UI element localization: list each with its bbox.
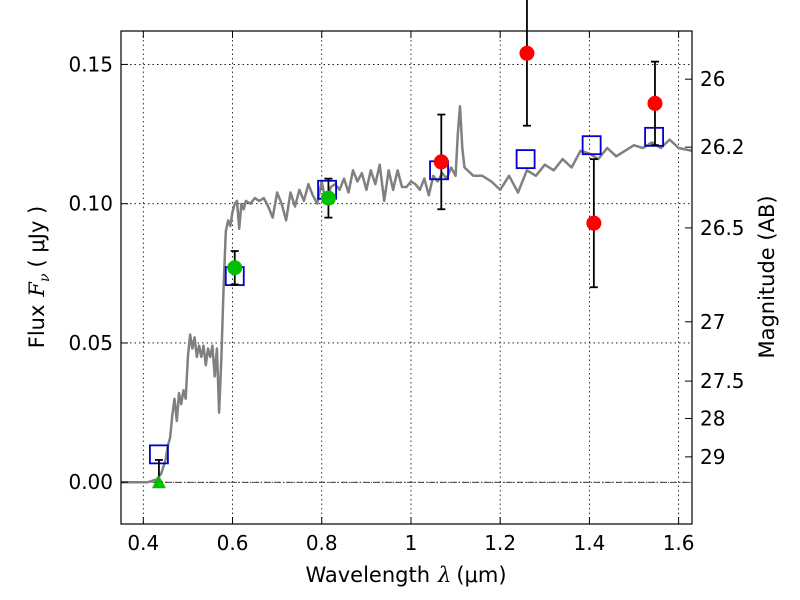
y2-tick-label: 26.5	[700, 216, 745, 240]
tick-labels: 0.4 0.6 0.8 1 1.2 1.4 1.6 0.00 0.05 0.10 0.15 26 26.…	[68, 52, 744, 555]
plot-background	[121, 31, 692, 524]
observed-points	[151, 45, 663, 489]
y2-tick-label: 29	[700, 445, 725, 469]
grid	[121, 31, 692, 524]
optical-point	[227, 260, 243, 276]
optical-point	[320, 190, 336, 206]
x-tick-label: 0.8	[306, 531, 338, 555]
axis-ticks	[121, 31, 692, 524]
detection-point	[647, 95, 663, 111]
y-tick-label: 0.05	[68, 331, 113, 355]
model-square	[581, 135, 602, 156]
x-tick-label: 1	[405, 531, 418, 555]
model-square	[515, 149, 536, 170]
y2-tick-label: 27	[700, 310, 725, 334]
x-tick-label: 0.6	[217, 531, 249, 555]
detection-point	[586, 215, 602, 231]
y2-tick-label: 26	[700, 67, 725, 91]
x-axis-title: Wavelength λ (μm)	[305, 563, 506, 587]
plot-frame	[120, 30, 693, 525]
upper-limit-marker	[151, 475, 166, 489]
y2-tick-label: 28	[700, 406, 725, 430]
detection-point	[433, 154, 449, 170]
y2-axis-title: Magnitude (AB)	[755, 195, 779, 358]
y2-tick-label: 27.5	[700, 369, 745, 393]
x-tick-label: 1.2	[484, 531, 516, 555]
y2-tick-label: 26.2	[700, 135, 745, 159]
x-tick-label: 1.4	[573, 531, 605, 555]
x-tick-label: 0.4	[127, 531, 159, 555]
y-tick-label: 0.00	[68, 470, 113, 494]
x-tick-label: 1.6	[663, 531, 695, 555]
y-tick-label: 0.10	[68, 192, 113, 216]
y-axis-title: FluxFν( μJy )	[25, 206, 53, 348]
detection-point	[519, 45, 535, 61]
y-tick-label: 0.15	[68, 52, 113, 76]
